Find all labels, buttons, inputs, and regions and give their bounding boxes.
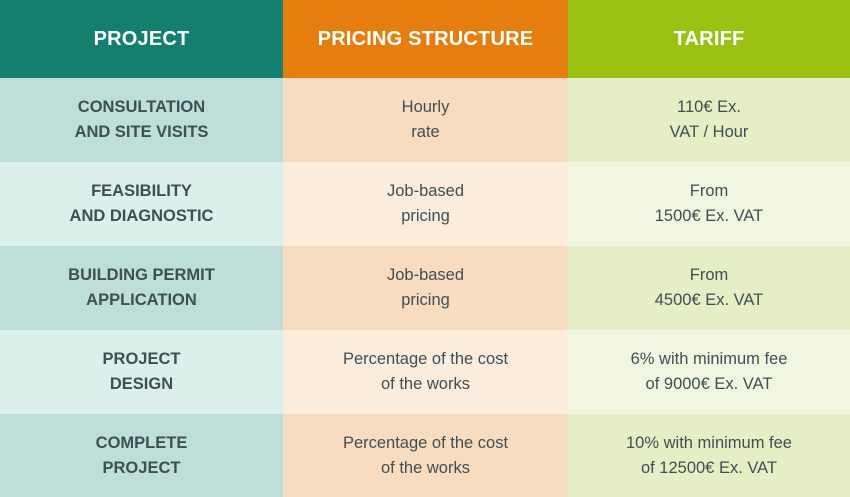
row-2-project-line-1: FEASIBILITY [91,182,192,200]
row-3-project-line-2: APPLICATION [86,291,197,309]
row-2-pricing-line-2: pricing [401,207,450,225]
row-1-project-line-2: AND SITE VISITS [74,123,209,141]
row-3-project: BUILDING PERMIT APPLICATION [0,246,283,330]
row-4-tariff-line-1: 6% with minimum fee [630,350,788,368]
row-2-project: FEASIBILITY AND DIAGNOSTIC [0,162,283,246]
row-2-pricing: Job-based pricing [283,162,568,246]
row-4-pricing: Percentage of the cost of the works [283,330,568,414]
row-5-project-line-2: PROJECT [102,458,181,477]
row-2-tariff-line-2: 1500€ Ex. VAT [654,207,764,225]
row-4-tariff: 6% with minimum fee of 9000€ Ex. VAT [568,330,850,414]
header-tariff-label: TARIFF [673,27,745,50]
row-4-pricing-line-1: Percentage of the cost [342,350,509,368]
row-2-project-line-2: AND DIAGNOSTIC [69,207,214,225]
header-tariff: TARIFF [568,0,850,78]
row-5-tariff: 10% with minimum fee of 12500€ Ex. VAT [568,414,850,497]
row-3-pricing-line-2: pricing [401,291,450,309]
row-4-project: PROJECT DESIGN [0,330,283,414]
row-5-pricing: Percentage of the cost of the works [283,414,568,497]
row-3-tariff: From 4500€ Ex. VAT [568,246,850,330]
row-3-pricing-line-1: Job-based [386,266,465,284]
row-2-pricing-line-1: Job-based [386,182,465,200]
header-project-label: PROJECT [93,27,190,50]
row-5-tariff-line-1: 10% with minimum fee [626,433,792,452]
row-1-tariff-line-1: 110€ Ex. [677,98,741,116]
row-1-pricing-line-2: rate [411,123,440,141]
row-1-pricing: Hourly rate [283,78,568,162]
row-1-tariff: 110€ Ex. VAT / Hour [568,78,850,162]
row-4-tariff-line-2: of 9000€ Ex. VAT [645,375,773,393]
row-3-pricing: Job-based pricing [283,246,568,330]
row-4-project-line-1: PROJECT [102,350,181,368]
row-5-pricing-line-1: Percentage of the cost [342,433,509,452]
row-1-tariff-line-2: VAT / Hour [669,123,749,141]
row-1-pricing-line-1: Hourly [401,98,450,116]
row-4-project-line-2: DESIGN [109,375,174,393]
header-pricing-structure: PRICING STRUCTURE [283,0,568,78]
row-3-project-line-1: BUILDING PERMIT [68,266,215,284]
row-5-project-line-1: COMPLETE [95,433,188,452]
row-2-tariff-line-1: From [689,182,729,200]
row-5-tariff-line-2: of 12500€ Ex. VAT [640,458,778,477]
row-2-tariff: From 1500€ Ex. VAT [568,162,850,246]
header-pricing-label: PRICING STRUCTURE [317,27,534,50]
row-1-project: CONSULTATION AND SITE VISITS [0,78,283,162]
row-5-project: COMPLETE PROJECT [0,414,283,497]
row-1-project-line-1: CONSULTATION [77,98,206,116]
header-project: PROJECT [0,0,283,78]
row-5-pricing-line-2: of the works [381,458,470,477]
row-4-pricing-line-2: of the works [381,375,470,393]
row-3-tariff-line-1: From [689,266,729,284]
row-3-tariff-line-2: 4500€ Ex. VAT [654,291,764,309]
